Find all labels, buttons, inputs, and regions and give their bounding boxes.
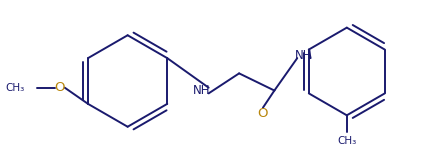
Text: NH: NH xyxy=(193,84,211,97)
Text: CH₃: CH₃ xyxy=(5,83,25,93)
Text: O: O xyxy=(258,107,268,120)
Text: NH: NH xyxy=(295,49,313,62)
Text: CH₃: CH₃ xyxy=(337,136,357,146)
Text: O: O xyxy=(55,81,65,94)
